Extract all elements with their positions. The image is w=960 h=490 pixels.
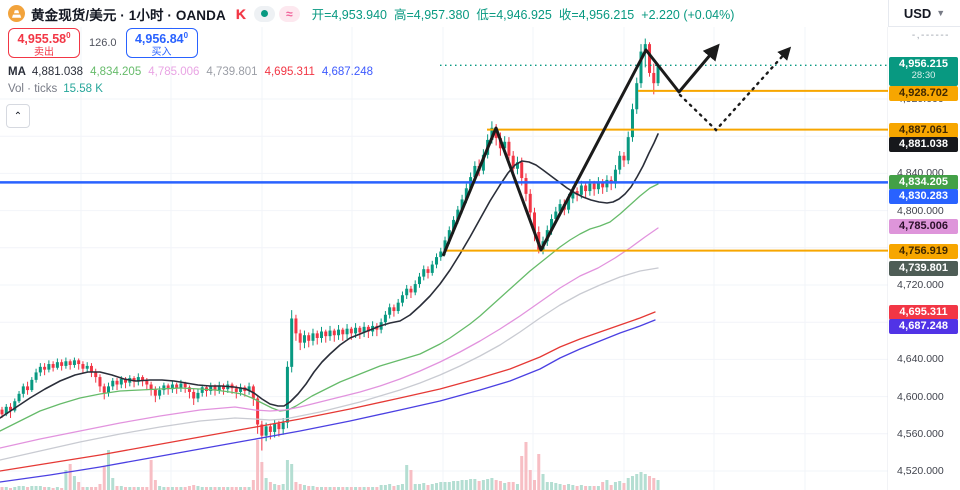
axis-tick-label: 4,560.000 <box>897 427 944 440</box>
volume-value: 15.58 K <box>63 83 103 95</box>
currency-label: USD <box>903 5 932 21</box>
ohlc-close: 收=4,956.215 <box>558 8 635 22</box>
ma-value-5: 4,695.311 <box>264 66 315 78</box>
price-badge: 4,834.205 <box>889 174 958 190</box>
price-badge: 4,785.006 <box>889 218 958 234</box>
axis-tick-label: 4,520.000 <box>897 465 944 477</box>
sell-price-fraction: 0 <box>66 31 71 40</box>
ma-line <box>0 267 659 461</box>
ma-value-4: 4,739.801 <box>206 66 258 78</box>
delayed-data-icon[interactable]: ≈ <box>278 5 300 22</box>
buy-price: 4,956.84 <box>134 32 184 47</box>
ma-line <box>0 133 659 419</box>
flag-icon[interactable]: K <box>235 5 246 22</box>
price-badge: 4,881.038 <box>889 136 958 152</box>
sell-price: 4,955.58 <box>17 32 67 47</box>
ohlc-high: 高=4,957.380 <box>394 8 470 22</box>
sell-label: 卖出 <box>34 46 54 58</box>
axis-tick-label: 4,800.000 <box>897 204 944 217</box>
chart-header: 黄金现货/美元 · 1小时 · OANDA K ≈ 开=4,953.940 高=4… <box>0 0 888 27</box>
market-status-pill[interactable] <box>253 5 275 22</box>
buy-button[interactable]: 4,956.840 买入 <box>125 28 198 58</box>
horizontal-levels[interactable] <box>0 89 888 252</box>
ma-line <box>0 227 659 449</box>
ohlc-readout: 开=4,953.940 高=4,957.380 低=4,946.925 收=4,956… <box>312 4 742 23</box>
collapse-panel-button[interactable]: ⌃ <box>6 104 30 128</box>
axis-tick-label: 4,600.000 <box>897 390 944 403</box>
symbol-title[interactable]: 黄金现货/美元 · 1小时 · OANDA <box>31 7 226 23</box>
axis-tick-label: 4,720.000 <box>897 279 944 291</box>
spread-value: 126.0 <box>89 37 117 49</box>
trend-drawings[interactable] <box>441 43 792 257</box>
chevron-up-icon: ⌃ <box>13 110 23 122</box>
ohlc-change: +2.220 (+0.04%) <box>641 8 735 22</box>
price-badge: 4,739.801 <box>889 260 958 276</box>
bar-countdown: 28:30 <box>911 69 936 81</box>
buy-price-fraction: 0 <box>183 31 189 40</box>
ohlc-open: 开=4,953.940 <box>311 8 387 22</box>
ohlc-low: 低=4,946.925 <box>476 8 552 22</box>
volume-indicator-legend[interactable]: Vol · ticks 15.58 K <box>8 83 103 95</box>
ma-value-3: 4,785.006 <box>148 66 200 78</box>
price-badge: 4,956.215 28:30 <box>889 56 958 86</box>
ma-value-2: 4,834.205 <box>90 66 142 78</box>
ma-value-1: 4,881.038 <box>31 66 84 78</box>
buy-label: 买入 <box>151 46 172 58</box>
currency-selector[interactable]: USD ▼ <box>888 0 960 27</box>
axis-tick-label: 4,640.000 <box>897 353 944 366</box>
ma-indicator-legend[interactable]: MA 4,881.038 4,834.205 4,785.006 4,739.801 4,… <box>8 66 380 78</box>
sell-button[interactable]: 4,955.580 卖出 <box>8 28 80 58</box>
ma-value-6: 4,687.248 <box>321 66 374 78</box>
axis-price-placeholder: -,------ <box>911 30 950 41</box>
ma-lines <box>0 133 659 483</box>
price-badge: 4,928.702 <box>889 85 958 101</box>
ma-line <box>0 311 656 472</box>
ma-label: MA <box>8 66 26 78</box>
price-badge: 4,756.919 <box>889 243 958 259</box>
projected-path-dotted-arrow <box>678 46 792 132</box>
volume-label: Vol · ticks <box>8 83 58 95</box>
ma-line <box>0 183 659 432</box>
chevron-down-icon: ▼ <box>936 8 946 18</box>
gold-instrument-logo <box>8 5 25 22</box>
price-badge: 4,887.061 <box>889 122 958 138</box>
volume-bars <box>0 440 660 490</box>
ma-line <box>0 319 656 483</box>
price-badge: 4,687.248 <box>889 318 958 334</box>
market-open-dot-icon <box>260 10 268 17</box>
price-axis[interactable]: 4,920.0004,880.0004,840.0004,800.0004,76… <box>888 27 960 490</box>
buy-sell-widget: 4,955.580 卖出 126.0 4,956.840 买入 <box>8 28 198 58</box>
price-badge: 4,830.283 <box>889 188 958 204</box>
candles <box>0 38 660 451</box>
zigzag-arrow-drawing <box>441 43 720 257</box>
price-badge: 4,695.311 <box>889 304 958 320</box>
